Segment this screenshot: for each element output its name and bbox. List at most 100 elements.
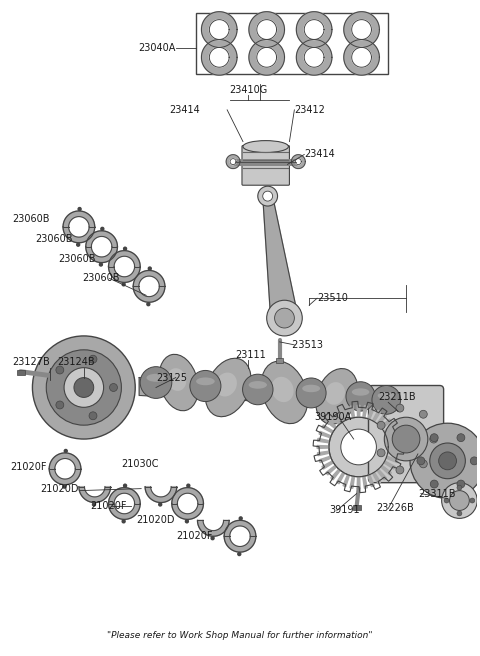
Polygon shape (357, 477, 360, 489)
Text: 23125: 23125 (156, 373, 187, 382)
Ellipse shape (249, 381, 267, 389)
Text: 23127B: 23127B (12, 357, 50, 367)
Circle shape (457, 511, 462, 516)
Text: 21020D: 21020D (40, 483, 79, 493)
Ellipse shape (352, 388, 370, 396)
Circle shape (33, 336, 135, 439)
Polygon shape (377, 469, 386, 480)
Circle shape (89, 356, 97, 363)
Polygon shape (295, 159, 301, 165)
Polygon shape (372, 410, 381, 422)
Polygon shape (230, 159, 236, 165)
Polygon shape (249, 39, 285, 75)
Bar (17, 369, 24, 375)
Circle shape (78, 207, 81, 211)
Circle shape (384, 417, 428, 461)
Polygon shape (381, 465, 391, 475)
Circle shape (63, 485, 66, 488)
Polygon shape (368, 407, 374, 419)
FancyBboxPatch shape (369, 386, 444, 483)
Circle shape (187, 484, 190, 487)
Circle shape (450, 491, 469, 510)
Polygon shape (49, 453, 81, 469)
Circle shape (77, 243, 80, 246)
Polygon shape (202, 12, 237, 47)
Circle shape (457, 485, 462, 490)
Polygon shape (224, 520, 256, 536)
Polygon shape (108, 251, 140, 266)
Polygon shape (108, 504, 140, 520)
Circle shape (93, 503, 96, 506)
Ellipse shape (205, 358, 251, 417)
Polygon shape (49, 469, 81, 485)
Circle shape (74, 378, 94, 398)
Polygon shape (296, 12, 332, 47)
Polygon shape (79, 487, 110, 502)
Circle shape (275, 308, 294, 328)
Circle shape (140, 367, 172, 398)
Ellipse shape (261, 361, 308, 424)
Polygon shape (350, 476, 355, 488)
Polygon shape (202, 39, 237, 75)
Text: "Please refer to Work Shop Manual for further information": "Please refer to Work Shop Manual for fu… (107, 631, 373, 640)
Polygon shape (363, 406, 367, 418)
Text: 23311B: 23311B (418, 489, 456, 499)
Polygon shape (388, 438, 400, 443)
Polygon shape (291, 155, 305, 169)
Polygon shape (317, 451, 330, 456)
Polygon shape (63, 211, 95, 227)
Text: 23211B: 23211B (378, 392, 416, 402)
Circle shape (470, 498, 475, 503)
Circle shape (89, 412, 97, 420)
Polygon shape (209, 20, 229, 39)
Polygon shape (331, 414, 340, 425)
Ellipse shape (378, 392, 395, 399)
Polygon shape (331, 469, 340, 480)
Polygon shape (224, 536, 256, 552)
Bar (353, 506, 360, 510)
Circle shape (159, 503, 162, 506)
Ellipse shape (159, 354, 198, 411)
Polygon shape (368, 474, 374, 487)
Text: 23513: 23513 (289, 340, 324, 350)
Polygon shape (133, 270, 165, 287)
Circle shape (296, 378, 326, 408)
Circle shape (442, 483, 477, 518)
Circle shape (267, 300, 302, 336)
Polygon shape (344, 39, 379, 75)
Bar (195, 12, 388, 74)
Polygon shape (317, 445, 329, 449)
Polygon shape (172, 504, 204, 520)
Circle shape (396, 466, 404, 474)
Polygon shape (343, 474, 349, 487)
Circle shape (470, 457, 478, 465)
Circle shape (56, 401, 64, 409)
Ellipse shape (325, 382, 345, 405)
Circle shape (410, 423, 480, 499)
Circle shape (430, 434, 438, 441)
Text: 23412: 23412 (294, 105, 325, 115)
Ellipse shape (316, 369, 358, 424)
Circle shape (439, 452, 456, 470)
Ellipse shape (243, 140, 288, 152)
Polygon shape (336, 472, 345, 483)
Ellipse shape (146, 374, 166, 382)
Text: 39191: 39191 (329, 505, 360, 516)
Polygon shape (296, 39, 332, 75)
Ellipse shape (196, 377, 215, 385)
Text: 23060B: 23060B (58, 254, 96, 264)
Circle shape (123, 247, 127, 250)
Polygon shape (352, 47, 372, 67)
Circle shape (377, 421, 385, 429)
Circle shape (147, 302, 150, 306)
Polygon shape (384, 461, 395, 469)
Circle shape (109, 384, 118, 392)
Polygon shape (381, 419, 391, 428)
Text: 23414: 23414 (170, 105, 201, 115)
Polygon shape (384, 425, 395, 433)
Circle shape (430, 480, 438, 488)
Circle shape (444, 498, 449, 503)
Circle shape (122, 283, 125, 286)
Polygon shape (326, 465, 336, 475)
Circle shape (185, 520, 188, 523)
